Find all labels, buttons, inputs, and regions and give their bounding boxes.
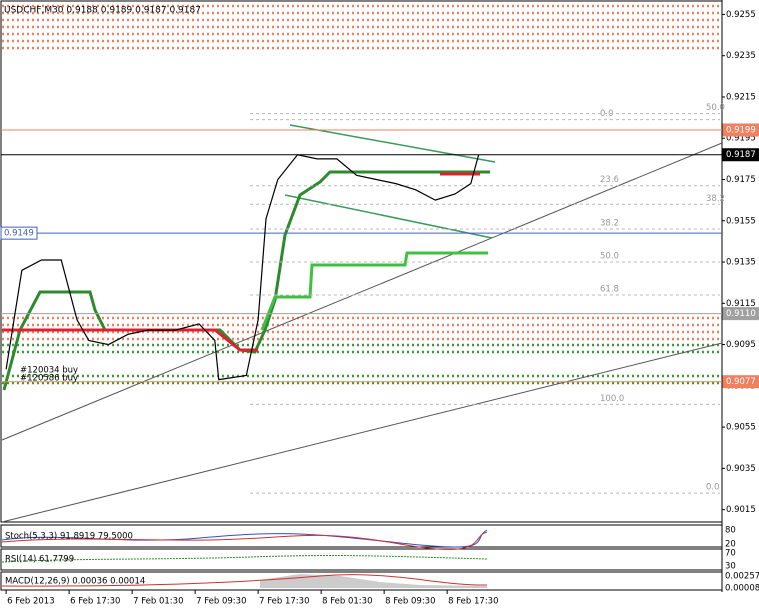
fibo-label: 23.6 — [600, 175, 619, 185]
indicator-tick: 0.00008 — [725, 584, 759, 594]
fibo-label: 38.2 — [706, 194, 725, 204]
level-label: 0.9149 — [4, 229, 34, 239]
indicator-label: Stoch(5,3,3) 91.8919 79.5000 — [5, 532, 133, 542]
y-tick-label: 0.9055 — [726, 423, 756, 433]
x-tick-label: 7 Feb 01:30 — [133, 597, 183, 607]
fibo-label: 38.2 — [600, 219, 619, 229]
macd-signal — [1, 574, 488, 587]
trend-line — [1, 342, 723, 523]
macd-hist — [260, 574, 487, 588]
level-box — [0, 226, 38, 240]
indicator-tick: 80 — [725, 526, 736, 536]
x-tick-label: 7 Feb 09:30 — [196, 597, 246, 607]
indicator-tick: 70 — [725, 549, 736, 559]
indicator-tick: 20 — [725, 540, 736, 550]
fibo-label: 61.8 — [600, 285, 619, 295]
level-label: 0.9187 — [726, 150, 756, 160]
y-tick-label: 0.9115 — [726, 299, 756, 309]
y-tick-label: 0.9255 — [726, 10, 756, 20]
y-tick-label: 0.9195 — [726, 134, 756, 144]
fibo-label: 50.0 — [706, 103, 725, 113]
level-box — [722, 375, 759, 389]
trend-line — [1, 142, 723, 441]
y-tick-label: 0.9135 — [726, 258, 756, 268]
price-line — [5, 154, 480, 381]
indicator-label: RSI(14) 61.7799 — [5, 555, 74, 565]
level-box — [722, 148, 759, 162]
fibo-label: 100.0 — [600, 394, 624, 404]
level-box — [722, 123, 759, 137]
x-tick-label: 6 Feb 17:30 — [70, 597, 120, 607]
x-tick-label: 8 Feb 01:30 — [322, 597, 372, 607]
indicator-tick: 0.00257 — [725, 572, 759, 582]
y-tick-label: 0.9095 — [726, 340, 756, 350]
level-box — [722, 307, 759, 321]
channel-line — [289, 124, 496, 163]
y-tick-label: 0.9155 — [726, 216, 756, 226]
channel-line — [284, 194, 493, 239]
level-label: 0.9077 — [726, 377, 756, 387]
y-tick-label: 0.9035 — [726, 464, 756, 474]
y-tick-label: 0.9015 — [726, 505, 756, 515]
level-label: 0.9199 — [726, 125, 756, 135]
order-label: #120034 buy — [20, 366, 78, 376]
order-label: #120586 buy — [20, 374, 78, 384]
x-tick-label: 8 Feb 09:30 — [385, 597, 435, 607]
chart-title: USDCHF,M30 0.9188 0.9189 0.9187 0.9187 — [4, 6, 201, 16]
x-tick-label: 7 Feb 17:30 — [259, 597, 309, 607]
indicator-label: MACD(12,26,9) 0.00036 0.00014 — [5, 577, 145, 587]
level-label: 0.9110 — [726, 309, 756, 319]
x-tick-label: 6 Feb 2013 — [7, 597, 55, 607]
fibo-label: 0.0 — [706, 483, 720, 493]
y-tick-label: 0.9215 — [726, 92, 756, 102]
fibo-label: 50.0 — [600, 252, 619, 262]
fibo-label: 0.0 — [600, 109, 614, 119]
y-tick-label: 0.9235 — [726, 51, 756, 61]
rsi-line — [1, 555, 488, 563]
trailing-line — [260, 251, 488, 331]
x-tick-label: 8 Feb 17:30 — [448, 597, 498, 607]
red-line — [2, 328, 258, 352]
stoch-signal — [1, 531, 488, 550]
indicator-tick: 30 — [725, 562, 736, 572]
y-tick-label: 0.9175 — [726, 175, 756, 185]
